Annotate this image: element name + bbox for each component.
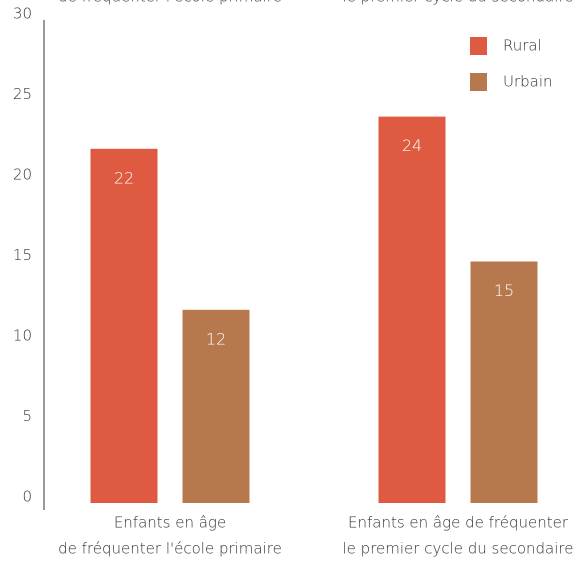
y-tick-label: 30 [13, 5, 32, 23]
y-tick-label: 0 [22, 488, 32, 506]
y-tick-label: 25 [13, 85, 32, 103]
x-tick-label: le premier cycle du secondaire [343, 540, 574, 558]
x-tick-label: Enfants en âge de fréquenter [348, 514, 569, 532]
y-tick-label: 20 [13, 166, 32, 184]
legend-swatch [470, 73, 487, 91]
value-label: 24 [402, 136, 422, 155]
bar [182, 309, 250, 503]
value-label: 12 [206, 329, 226, 348]
legend-label: Urbain [503, 73, 553, 91]
y-tick-label: 5 [22, 407, 32, 425]
legend-label: Rural [503, 37, 542, 55]
top-cropped-label: le premier cycle du secondaire [343, 0, 574, 6]
y-tick-label: 10 [13, 327, 32, 345]
bar [470, 261, 538, 503]
value-label: 22 [114, 168, 134, 187]
x-tick-label: Enfants en âge [114, 514, 226, 532]
value-label: 15 [494, 281, 514, 300]
legend-swatch [470, 37, 487, 55]
y-tick-label: 15 [13, 246, 32, 264]
bar [90, 148, 158, 504]
bar [378, 116, 446, 503]
x-tick-label: de fréquenter l'école primaire [58, 540, 282, 558]
top-cropped-label: de fréquenter l'école primaire [58, 0, 282, 6]
